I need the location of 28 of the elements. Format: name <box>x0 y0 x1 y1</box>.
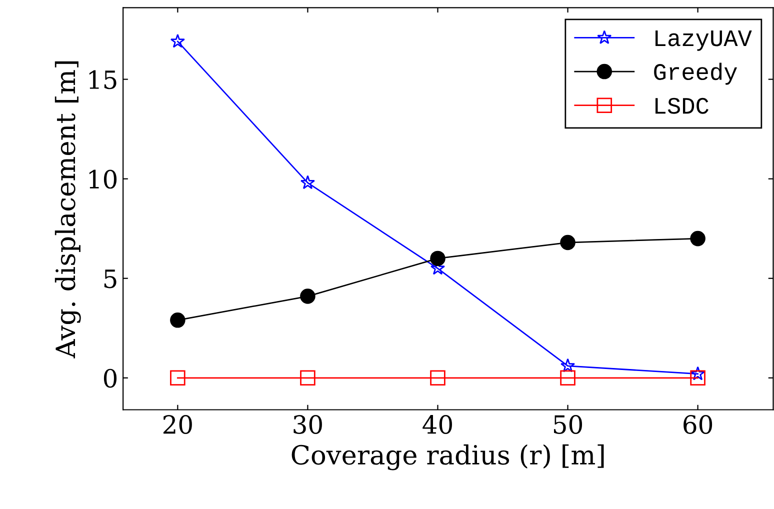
point <box>560 234 576 250</box>
point <box>430 250 446 266</box>
y-tick-label: 15 <box>89 70 116 90</box>
point <box>560 370 576 386</box>
legend-label: LSDC <box>656 98 708 114</box>
x-tick-label: 50 <box>554 415 582 434</box>
legend-label: LazyUAV <box>656 30 752 51</box>
y-tick-label: 0 <box>104 368 117 388</box>
point <box>690 370 706 386</box>
y-tick-label: 10 <box>89 170 117 189</box>
point <box>560 358 576 372</box>
x-tick-label: 60 <box>684 415 712 434</box>
point <box>300 288 316 304</box>
y-axis-title: Avg. displacement [m] <box>54 61 81 358</box>
point <box>690 230 706 246</box>
point <box>300 175 316 190</box>
point <box>430 370 446 386</box>
point <box>690 366 706 380</box>
point <box>170 312 186 328</box>
y-tick-label: 5 <box>104 270 116 288</box>
legend-label: Greedy <box>654 62 738 85</box>
point <box>300 370 316 386</box>
point <box>170 370 186 386</box>
x-axis-title: Coverage radius (r) [m] <box>292 444 604 470</box>
x-tick-label: 40 <box>422 415 452 434</box>
point <box>170 34 185 48</box>
x-tick-label: 20 <box>163 415 192 434</box>
x-tick-label: 30 <box>294 415 322 434</box>
